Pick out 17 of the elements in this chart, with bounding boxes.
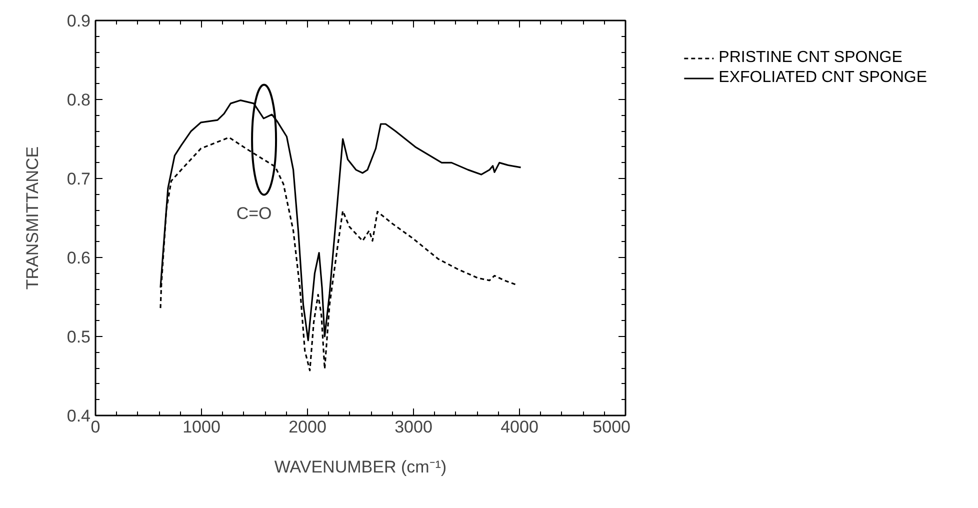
y-tick-label: 0.4	[66, 406, 91, 426]
y-axis-title: TRANSMITTANCE	[22, 146, 42, 290]
y-tick-label: 0.6	[66, 248, 91, 268]
x-tick-label: 3000	[394, 418, 432, 436]
x-tick-label: 0	[90, 418, 100, 436]
legend-label: PRISTINE CNT SPONGE	[718, 49, 902, 67]
legend-label: EXFOLIATED CNT SPONGE	[718, 69, 927, 87]
x-axis-title: WAVENUMBER (cm⁻¹)	[274, 458, 447, 476]
annotation: C=O	[236, 204, 272, 223]
y-tick-label: 0.9	[66, 12, 91, 30]
x-tick-label: 4000	[500, 418, 538, 436]
y-tick-label: 0.7	[66, 170, 91, 188]
y-tick-label: 0.5	[66, 328, 91, 346]
x-tick-label: 2000	[288, 418, 326, 436]
x-tick-label: 5000	[592, 418, 631, 436]
x-tick-label: 1000	[182, 418, 220, 436]
y-tick-label: 0.8	[66, 90, 91, 110]
